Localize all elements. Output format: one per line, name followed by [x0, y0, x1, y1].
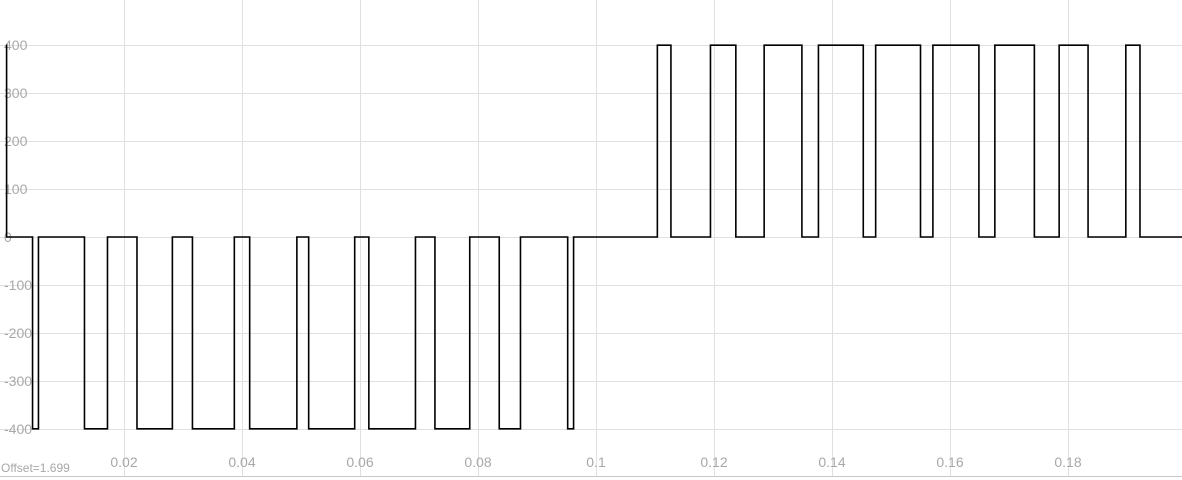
x-tick-label: 0.16	[936, 454, 963, 470]
x-tick-label: 0.02	[110, 454, 137, 470]
y-tick-label: 100	[4, 181, 28, 197]
y-tick-label: -100	[4, 277, 32, 293]
x-tick-label: 0.14	[818, 454, 845, 470]
x-tick-label: 0.12	[700, 454, 727, 470]
x-tick-label: 0.06	[346, 454, 373, 470]
x-tick-label: 0.04	[228, 454, 255, 470]
y-tick-label: -400	[4, 421, 32, 437]
signal-line	[5, 44, 1182, 430]
y-tick-label: -200	[4, 325, 32, 341]
y-tick-label: 300	[4, 85, 28, 101]
x-tick-label: 0.1	[586, 454, 606, 470]
tick-labels: 0.02 0.04 0.06 0.08 0.1 0.12 0.14 0.16 0.18 400 30…	[4, 37, 1082, 470]
y-tick-label: -300	[4, 373, 32, 389]
y-tick-label: 200	[4, 133, 28, 149]
offset-label: Offset=1.699	[1, 461, 70, 475]
x-tick-label: 0.08	[464, 454, 491, 470]
signal-traces	[5, 44, 1182, 430]
x-tick-label: 0.18	[1054, 454, 1081, 470]
y-tick-label: 400	[4, 37, 28, 53]
